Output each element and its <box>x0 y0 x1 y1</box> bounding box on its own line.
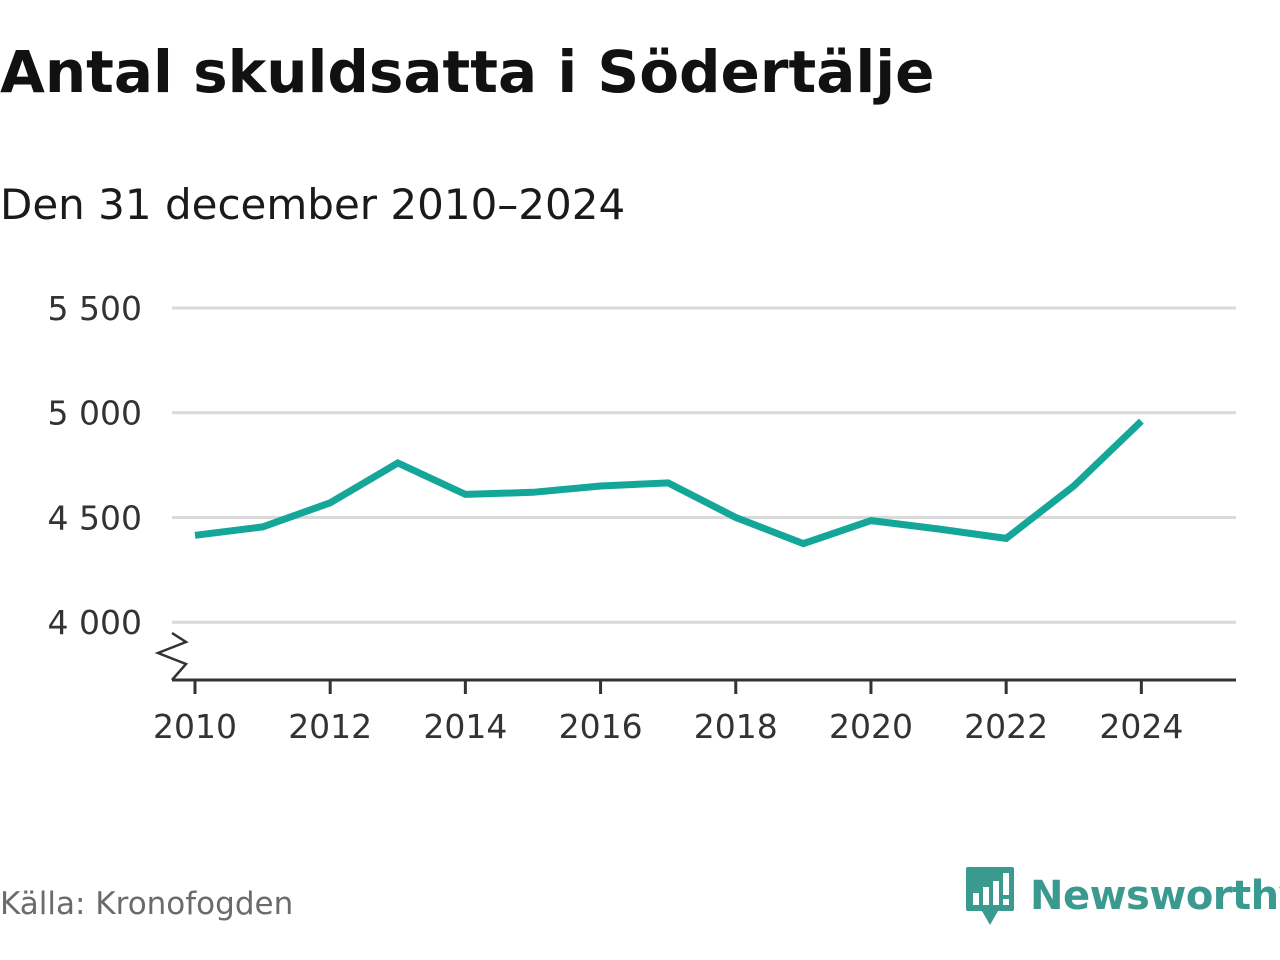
y-tick-label: 5 500 <box>48 289 142 328</box>
brand-name: Newsworthy <box>1030 873 1280 919</box>
x-tick-label: 2014 <box>423 707 507 746</box>
x-tick-label: 2012 <box>288 707 372 746</box>
x-tick-label: 2018 <box>694 707 778 746</box>
newsworthy-chart-logo-icon <box>966 867 1014 925</box>
x-tick-label: 2016 <box>559 707 643 746</box>
x-tick-label: 2022 <box>964 707 1048 746</box>
y-tick-label: 4 500 <box>48 498 142 537</box>
chart-title: Antal skuldsatta i Södertälje <box>0 38 935 106</box>
y-tick-label: 5 000 <box>48 394 142 433</box>
series-layer <box>194 418 1144 548</box>
brand[interactable]: Newsworthy <box>964 864 1280 928</box>
x-tick-label: 2024 <box>1099 707 1183 746</box>
y-tick-label: 4 000 <box>48 603 142 642</box>
source-note: Källa: Kronofogden <box>0 886 294 922</box>
x-tick-label: 2020 <box>829 707 913 746</box>
axis-layer: 5 500 5 000 4 500 4 000 2010 2012 2014 2016 2018… <box>48 289 1236 746</box>
grid-layer <box>172 306 1236 624</box>
series-line <box>194 418 1144 548</box>
axis-break-icon <box>154 631 189 681</box>
chart-subtitle: Den 31 december 2010–2024 <box>0 180 626 229</box>
x-tick-label: 2010 <box>153 707 237 746</box>
